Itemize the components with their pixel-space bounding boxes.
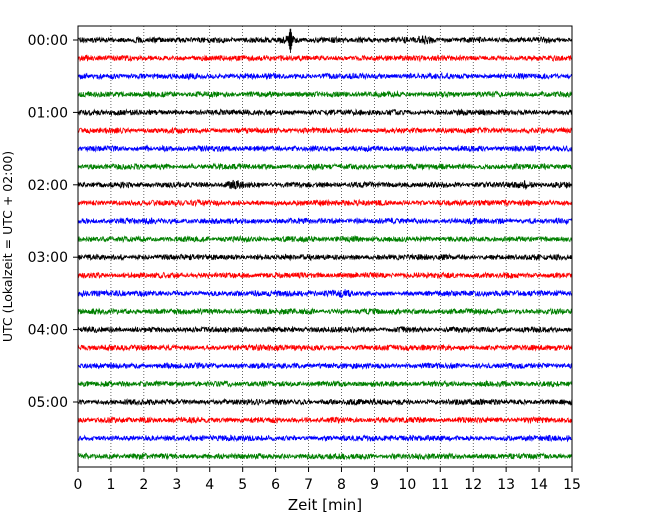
x-tick-label: 9 [370, 477, 379, 493]
x-tick-label: 14 [530, 477, 548, 493]
x-axis-ticks: 0 1 2 3 4 5 6 7 8 9 10 11 12 13 14 15 [74, 467, 581, 493]
x-tick-label: 8 [337, 477, 346, 493]
x-tick-label: 2 [139, 477, 148, 493]
x-tick-label: 7 [304, 477, 313, 493]
x-tick-label: 10 [398, 477, 416, 493]
seismic-trace-0430 [77, 361, 573, 370]
y-tick-label: 02:00 [28, 178, 68, 194]
seismic-trace-0515 [77, 415, 573, 425]
seismic-trace-0245 [77, 234, 573, 244]
seismic-trace-0045 [77, 89, 573, 99]
seismic-trace-0300 [77, 253, 573, 262]
seismic-trace-0315 [77, 271, 573, 280]
seismic-trace-0200 [77, 179, 573, 190]
y-axis-label: UTC (Lokalzeit = UTC + 02:00) [0, 151, 15, 342]
seismic-trace-0145 [77, 162, 573, 171]
plot-frame [77, 25, 573, 468]
seismic-trace-0500 [77, 397, 573, 406]
y-tick-label: 00:00 [28, 33, 68, 49]
seismic-traces [77, 28, 573, 461]
seismic-trace-0545 [77, 452, 573, 461]
x-tick-label: 4 [205, 477, 214, 493]
x-tick-label: 0 [74, 477, 83, 493]
x-tick-label: 1 [106, 477, 115, 493]
x-tick-label: 13 [497, 477, 515, 493]
seismic-trace-0445 [77, 379, 573, 389]
seismic-trace-0015 [77, 54, 573, 63]
y-tick-label: 03:00 [28, 250, 68, 266]
seismic-trace-0100 [77, 108, 573, 117]
seismic-trace-0345 [77, 307, 573, 316]
seismic-trace-0030 [77, 71, 573, 81]
seismic-trace-0130 [77, 144, 573, 153]
x-tick-label: 11 [431, 477, 449, 493]
y-tick-label: 01:00 [28, 105, 68, 121]
y-axis-ticks: 00:00 01:00 02:00 03:00 04:00 05:00 [28, 33, 78, 411]
seismic-trace-0530 [77, 434, 573, 443]
seismic-trace-0215 [77, 198, 573, 208]
y-tick-label: 05:00 [28, 395, 68, 411]
x-tick-label: 12 [464, 477, 482, 493]
seismic-trace-0400 [77, 325, 573, 334]
x-axis-label: Zeit [min] [288, 496, 362, 514]
x-tick-label: 5 [238, 477, 247, 493]
x-tick-label: 6 [271, 477, 280, 493]
seismic-trace-0115 [77, 126, 573, 135]
seismic-trace-0330 [77, 289, 573, 299]
y-tick-label: 04:00 [28, 323, 68, 339]
x-tick-label: 3 [172, 477, 181, 493]
seismic-trace-0000 [77, 28, 573, 54]
seismic-trace-0230 [77, 216, 573, 226]
x-tick-label: 15 [563, 477, 581, 493]
seismic-trace-0415 [77, 343, 573, 352]
